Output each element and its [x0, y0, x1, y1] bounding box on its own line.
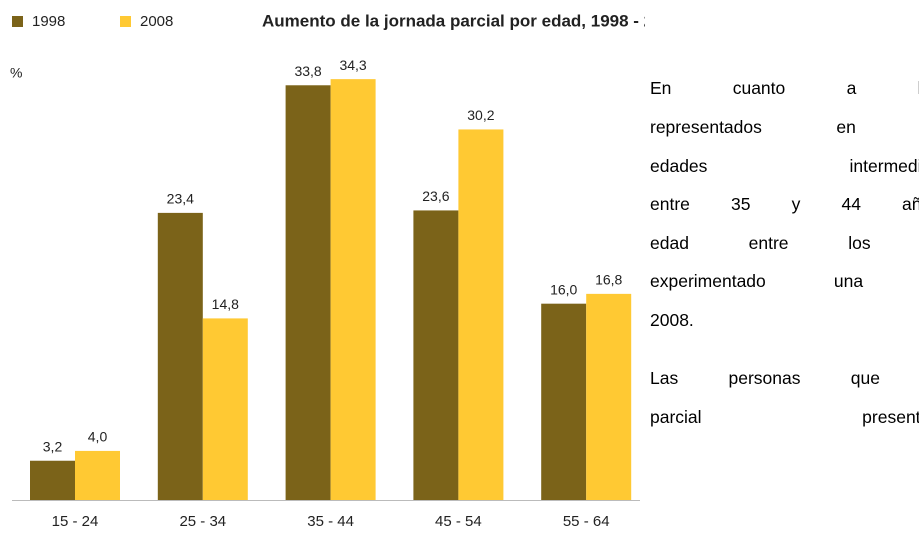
legend-label: 1998 — [32, 13, 65, 30]
chart: Aumento de la jornada parcial por edad, … — [10, 11, 645, 530]
value-label: 3,2 — [43, 438, 63, 454]
bar — [541, 303, 587, 500]
value-label: 30,2 — [467, 107, 494, 123]
bar — [413, 210, 459, 501]
text-line: entre 35 y 44 años — [650, 194, 919, 214]
bar — [285, 85, 331, 501]
text-line: edad entre los 2 — [650, 233, 919, 253]
text-line: parcial presentan — [650, 407, 919, 427]
text-line: edades intermedias — [650, 156, 919, 176]
bar — [458, 129, 504, 501]
value-label: 16,0 — [550, 281, 577, 297]
text-line: 2008. — [650, 310, 694, 330]
legend-swatch — [12, 16, 23, 27]
x-tick-label: 55 - 64 — [563, 513, 610, 530]
bar — [157, 212, 203, 500]
text-line: Las personas que e — [650, 368, 919, 388]
value-label: 23,4 — [167, 191, 194, 207]
value-label: 14,8 — [212, 296, 239, 312]
text-line: experimentado una c — [650, 271, 919, 291]
x-tick-label: 35 - 44 — [307, 513, 354, 530]
x-tick-label: 15 - 24 — [52, 513, 99, 530]
legend-swatch — [120, 16, 131, 27]
bar — [586, 293, 632, 500]
x-tick-label: 45 - 54 — [435, 513, 482, 530]
value-label: 16,8 — [595, 272, 622, 288]
bar — [30, 460, 75, 500]
x-tick-label: 25 - 34 — [179, 513, 226, 530]
legend-label: 2008 — [140, 13, 173, 30]
chart-title: Aumento de la jornada parcial por edad, … — [262, 11, 645, 30]
side-text: En cuanto a los representados en e edades … — [650, 0, 919, 533]
bar — [330, 79, 376, 500]
value-label: 34,3 — [339, 57, 366, 73]
bar — [75, 450, 120, 500]
text-line: representados en e — [650, 117, 919, 137]
value-label: 4,0 — [88, 429, 108, 445]
y-axis-label: % — [10, 65, 22, 81]
value-label: 33,8 — [294, 63, 321, 79]
text-line: En cuanto a los — [650, 78, 919, 98]
value-label: 23,6 — [422, 188, 449, 204]
bar — [202, 318, 248, 500]
